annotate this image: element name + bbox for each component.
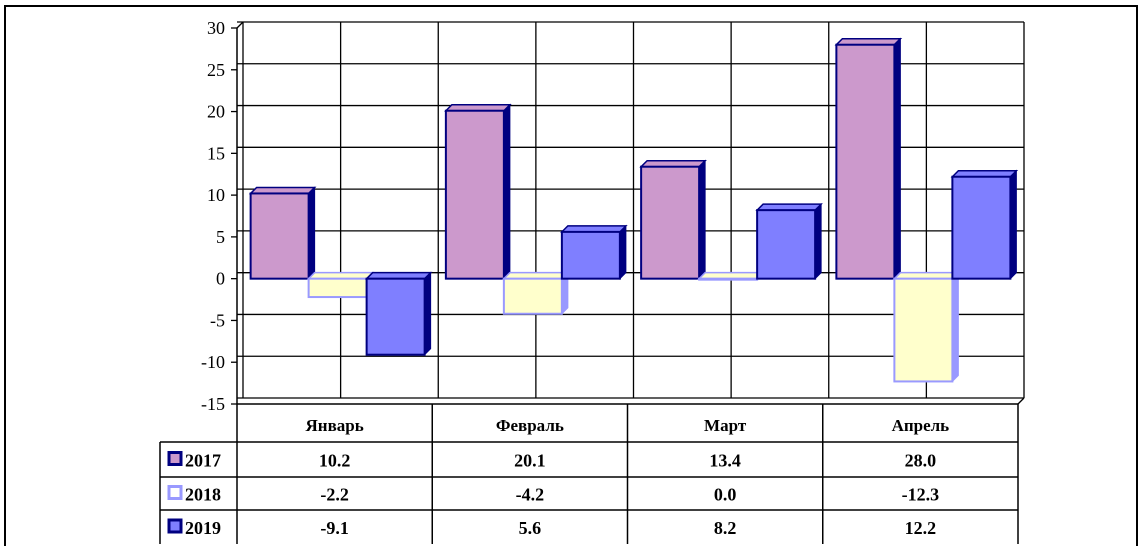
bar-2018 — [698, 277, 759, 281]
y-tick-label: 15 — [207, 143, 225, 163]
y-tick-label: -15 — [201, 394, 225, 414]
bar-2017 — [640, 165, 701, 280]
bar-2018 — [502, 277, 563, 315]
y-tick-label: 20 — [207, 102, 225, 122]
y-tick-label: 5 — [216, 227, 225, 247]
y-tick-label: 0 — [216, 269, 225, 289]
bar-2019 — [951, 175, 1012, 280]
table-cell-value: 5.6 — [519, 518, 542, 538]
bar-2017 — [835, 43, 896, 280]
table-cell-value: 20.1 — [514, 451, 546, 471]
bar-2017 — [444, 109, 505, 280]
table-cell-value: 12.2 — [905, 518, 937, 538]
legend-label: 2019 — [185, 518, 221, 538]
table-cell-value: -12.3 — [902, 485, 940, 505]
table-cell-value: -4.2 — [516, 485, 545, 505]
floor-edge-right — [1017, 397, 1025, 405]
legend-key-2018 — [167, 485, 183, 500]
y-tick-label: 10 — [207, 185, 225, 205]
table-cell-value: 10.2 — [319, 451, 351, 471]
category-label: Февраль — [496, 416, 564, 435]
y-tick-label: 30 — [207, 18, 225, 38]
category-label: Январь — [306, 416, 364, 435]
y-tick-label: 25 — [207, 60, 225, 80]
y-tick-label: -10 — [201, 352, 225, 372]
bar-2019 — [756, 209, 817, 280]
bar-2017 — [249, 192, 310, 280]
bar-2019 — [560, 230, 621, 280]
bar-2018 — [307, 277, 368, 299]
category-label: Апрель — [892, 416, 950, 435]
table-cell-value: -9.1 — [320, 518, 349, 538]
wall-edge-top — [236, 21, 244, 29]
table-cell-value: 8.2 — [714, 518, 737, 538]
legend-label: 2018 — [185, 485, 221, 505]
bar-2018 — [893, 277, 954, 383]
table-cell-value: 13.4 — [709, 451, 741, 471]
table-cell-value: 0.0 — [714, 485, 737, 505]
category-label: Март — [704, 416, 747, 435]
y-tick-label: -5 — [210, 310, 225, 330]
legend-key-2017 — [167, 451, 183, 466]
legend-key-2019 — [167, 518, 183, 534]
bar-2019 — [365, 277, 426, 356]
table-cell-value: 28.0 — [905, 451, 937, 471]
table-cell-value: -2.2 — [320, 485, 349, 505]
legend-label: 2017 — [185, 451, 221, 471]
